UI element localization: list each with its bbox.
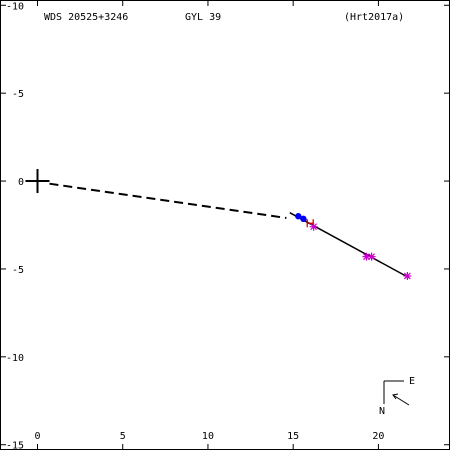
y-tick-label: 0 (18, 177, 24, 188)
compass-legend: N E (379, 376, 415, 417)
motion-arrow-shaft (392, 394, 410, 406)
measure-point-star-d2 (403, 272, 411, 280)
measure-point-dot (295, 213, 302, 220)
header-left: WDS 20525+3246 (44, 12, 128, 23)
y-tick-label: -10 (6, 1, 24, 12)
y-tick-label: -15 (6, 441, 24, 450)
y-tick-label: -5 (12, 265, 24, 276)
x-tick-label: 20 (372, 431, 384, 442)
x-tick-label: 0 (34, 431, 40, 442)
header-mid: GYL 39 (185, 12, 221, 23)
measure-point-dot (300, 215, 307, 223)
measure-point-star (309, 222, 318, 231)
x-tick-label: 5 (120, 431, 126, 442)
x-tick-label: 10 (202, 431, 214, 442)
compass-east-label: E (409, 376, 415, 387)
x-tick-label: 15 (287, 431, 299, 442)
compass-north-label: N (379, 406, 385, 417)
measure-point-star-d2 (368, 253, 376, 261)
y-tick-label: -10 (6, 353, 24, 364)
measure-point-star-d2 (363, 253, 370, 261)
measure-point-star (403, 271, 412, 280)
measure-point-star (367, 252, 376, 261)
y-tick-label: -5 (12, 89, 24, 100)
line-of-nodes (49, 182, 287, 219)
marks-group (25, 169, 412, 280)
header-right: (Hrt2017a) (344, 12, 404, 23)
measure-point-star-d2 (310, 223, 318, 231)
motion-arrow-head (392, 393, 399, 400)
